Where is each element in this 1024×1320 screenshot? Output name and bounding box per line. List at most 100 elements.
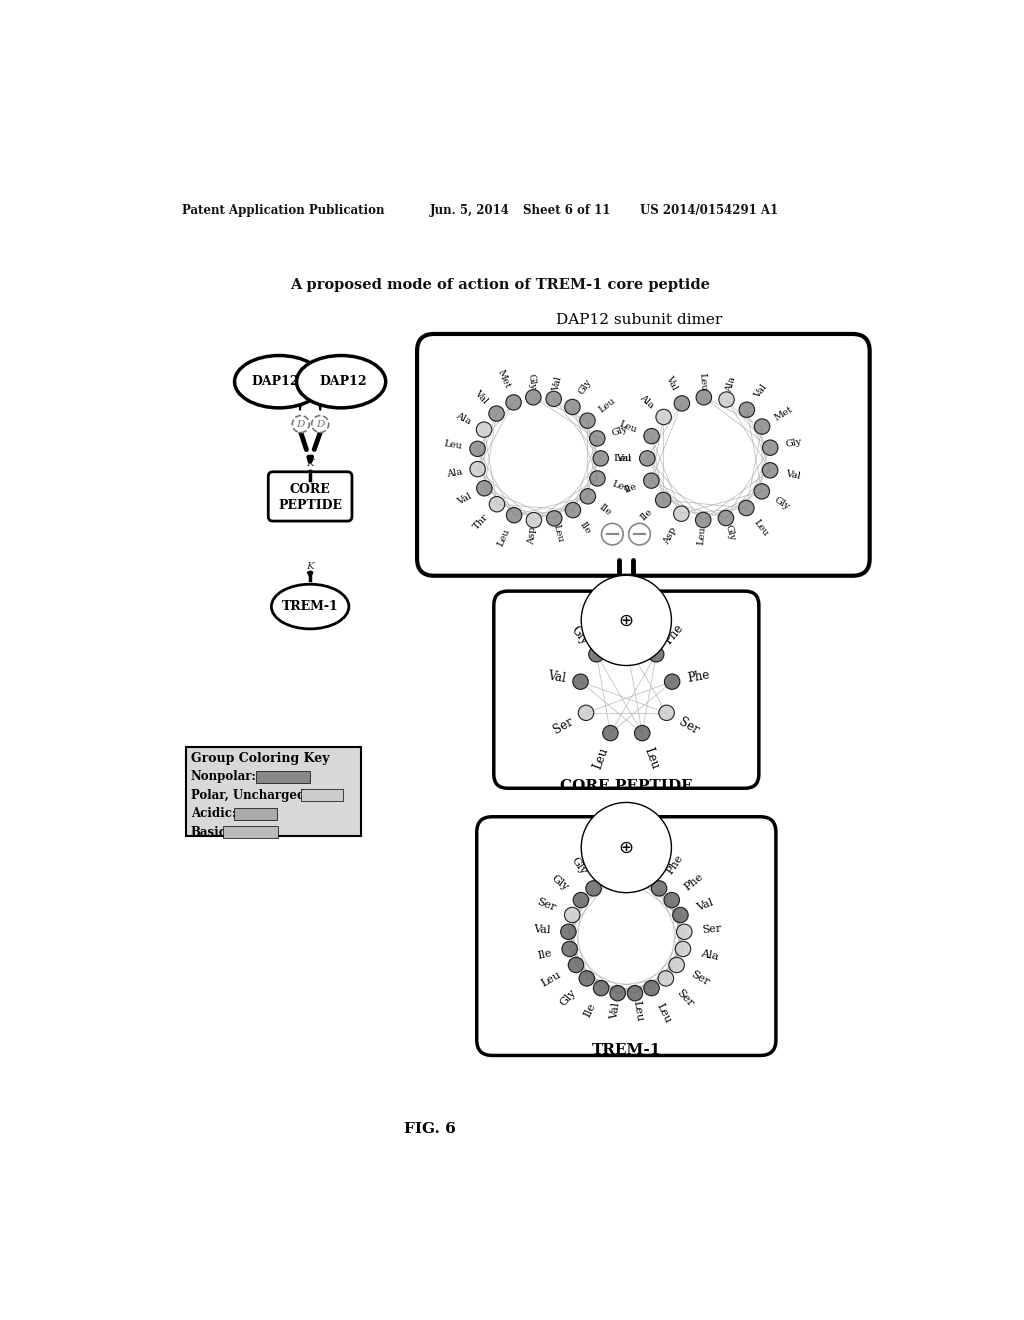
Circle shape (564, 399, 581, 414)
Text: Met: Met (773, 404, 795, 422)
FancyBboxPatch shape (477, 817, 776, 1056)
FancyBboxPatch shape (494, 591, 759, 788)
Text: Ile: Ile (639, 507, 654, 523)
Circle shape (526, 512, 542, 528)
Text: Leu: Leu (597, 396, 617, 414)
Circle shape (311, 416, 329, 433)
FancyBboxPatch shape (223, 826, 278, 838)
Text: Leu: Leu (613, 454, 632, 463)
Circle shape (674, 506, 689, 521)
Circle shape (644, 429, 659, 444)
Text: Leu: Leu (641, 853, 656, 875)
Text: Gly: Gly (569, 855, 588, 876)
Circle shape (738, 500, 754, 516)
Text: Val: Val (534, 924, 551, 936)
Circle shape (292, 416, 309, 433)
Ellipse shape (234, 355, 324, 408)
Text: Thr: Thr (471, 512, 489, 532)
Text: Val: Val (695, 898, 715, 913)
Text: Ser: Ser (701, 924, 722, 936)
Text: Ser: Ser (677, 715, 701, 737)
Text: Gly: Gly (568, 623, 592, 647)
Text: Ala: Ala (446, 467, 463, 479)
Circle shape (658, 705, 675, 721)
Circle shape (603, 726, 618, 741)
Circle shape (665, 675, 680, 689)
Text: Asp: Asp (527, 525, 538, 545)
Circle shape (586, 880, 601, 896)
Circle shape (506, 395, 521, 411)
Circle shape (643, 473, 659, 488)
Circle shape (579, 705, 594, 721)
Text: Leu: Leu (631, 999, 644, 1022)
Text: DAP12: DAP12 (319, 375, 368, 388)
Circle shape (674, 396, 689, 411)
Text: Leu: Leu (696, 525, 708, 545)
Circle shape (610, 986, 626, 1001)
Text: CORE PEPTIDE: CORE PEPTIDE (560, 779, 692, 793)
Text: DAP12: DAP12 (252, 375, 299, 388)
Text: Group Coloring Key: Group Coloring Key (190, 751, 330, 764)
Circle shape (719, 392, 734, 408)
Circle shape (581, 488, 596, 504)
Text: Gly: Gly (526, 374, 538, 391)
Text: Gly: Gly (578, 378, 594, 396)
Text: Leu: Leu (641, 746, 662, 771)
Text: Val: Val (456, 492, 473, 507)
Text: D: D (297, 420, 305, 429)
Circle shape (718, 511, 733, 525)
FancyBboxPatch shape (186, 747, 360, 836)
Text: TREM-1: TREM-1 (592, 1043, 662, 1057)
Text: Ala: Ala (455, 411, 472, 426)
Text: TREM-1: TREM-1 (282, 601, 339, 612)
Text: Ser: Ser (689, 969, 712, 987)
Circle shape (755, 418, 770, 434)
Circle shape (593, 981, 609, 995)
Text: Val: Val (753, 383, 769, 400)
Text: Ile: Ile (597, 855, 611, 873)
Text: Val: Val (665, 374, 679, 392)
Text: K: K (306, 459, 314, 467)
Circle shape (564, 907, 580, 923)
Circle shape (635, 726, 650, 741)
Text: ⊕: ⊕ (618, 838, 634, 857)
Circle shape (590, 430, 605, 446)
Text: K: K (306, 562, 314, 572)
Text: Met: Met (496, 368, 511, 391)
Circle shape (673, 907, 688, 923)
Text: Val: Val (551, 376, 563, 392)
Text: Leu: Leu (540, 969, 563, 989)
Circle shape (677, 924, 692, 940)
Circle shape (546, 391, 561, 407)
Circle shape (763, 462, 778, 478)
Text: Ser: Ser (675, 987, 695, 1008)
Text: Ser: Ser (551, 715, 575, 737)
Text: Ile: Ile (624, 482, 638, 495)
Circle shape (651, 880, 667, 896)
Text: Jun. 5, 2014: Jun. 5, 2014 (430, 205, 510, 218)
Circle shape (644, 981, 659, 995)
Text: Phe: Phe (686, 669, 711, 685)
Circle shape (572, 675, 588, 689)
Text: Ala: Ala (699, 948, 719, 962)
Circle shape (476, 422, 492, 437)
Ellipse shape (297, 355, 386, 408)
FancyBboxPatch shape (256, 771, 310, 783)
Text: Val: Val (616, 454, 631, 463)
Circle shape (664, 892, 680, 908)
Circle shape (568, 957, 584, 973)
Text: DAP12 subunit dimer: DAP12 subunit dimer (556, 313, 723, 327)
Text: Leu: Leu (552, 523, 565, 544)
Circle shape (565, 503, 581, 517)
Text: Ala: Ala (724, 376, 737, 393)
Circle shape (739, 403, 755, 417)
Text: Leu: Leu (618, 420, 639, 434)
Circle shape (470, 462, 485, 477)
Text: Nonpolar:: Nonpolar: (190, 770, 257, 783)
Text: Leu: Leu (443, 440, 463, 451)
Circle shape (506, 507, 522, 523)
Text: Gly: Gly (610, 424, 629, 438)
Circle shape (589, 647, 604, 663)
Text: Leu: Leu (610, 479, 631, 494)
Text: Val: Val (784, 469, 801, 480)
